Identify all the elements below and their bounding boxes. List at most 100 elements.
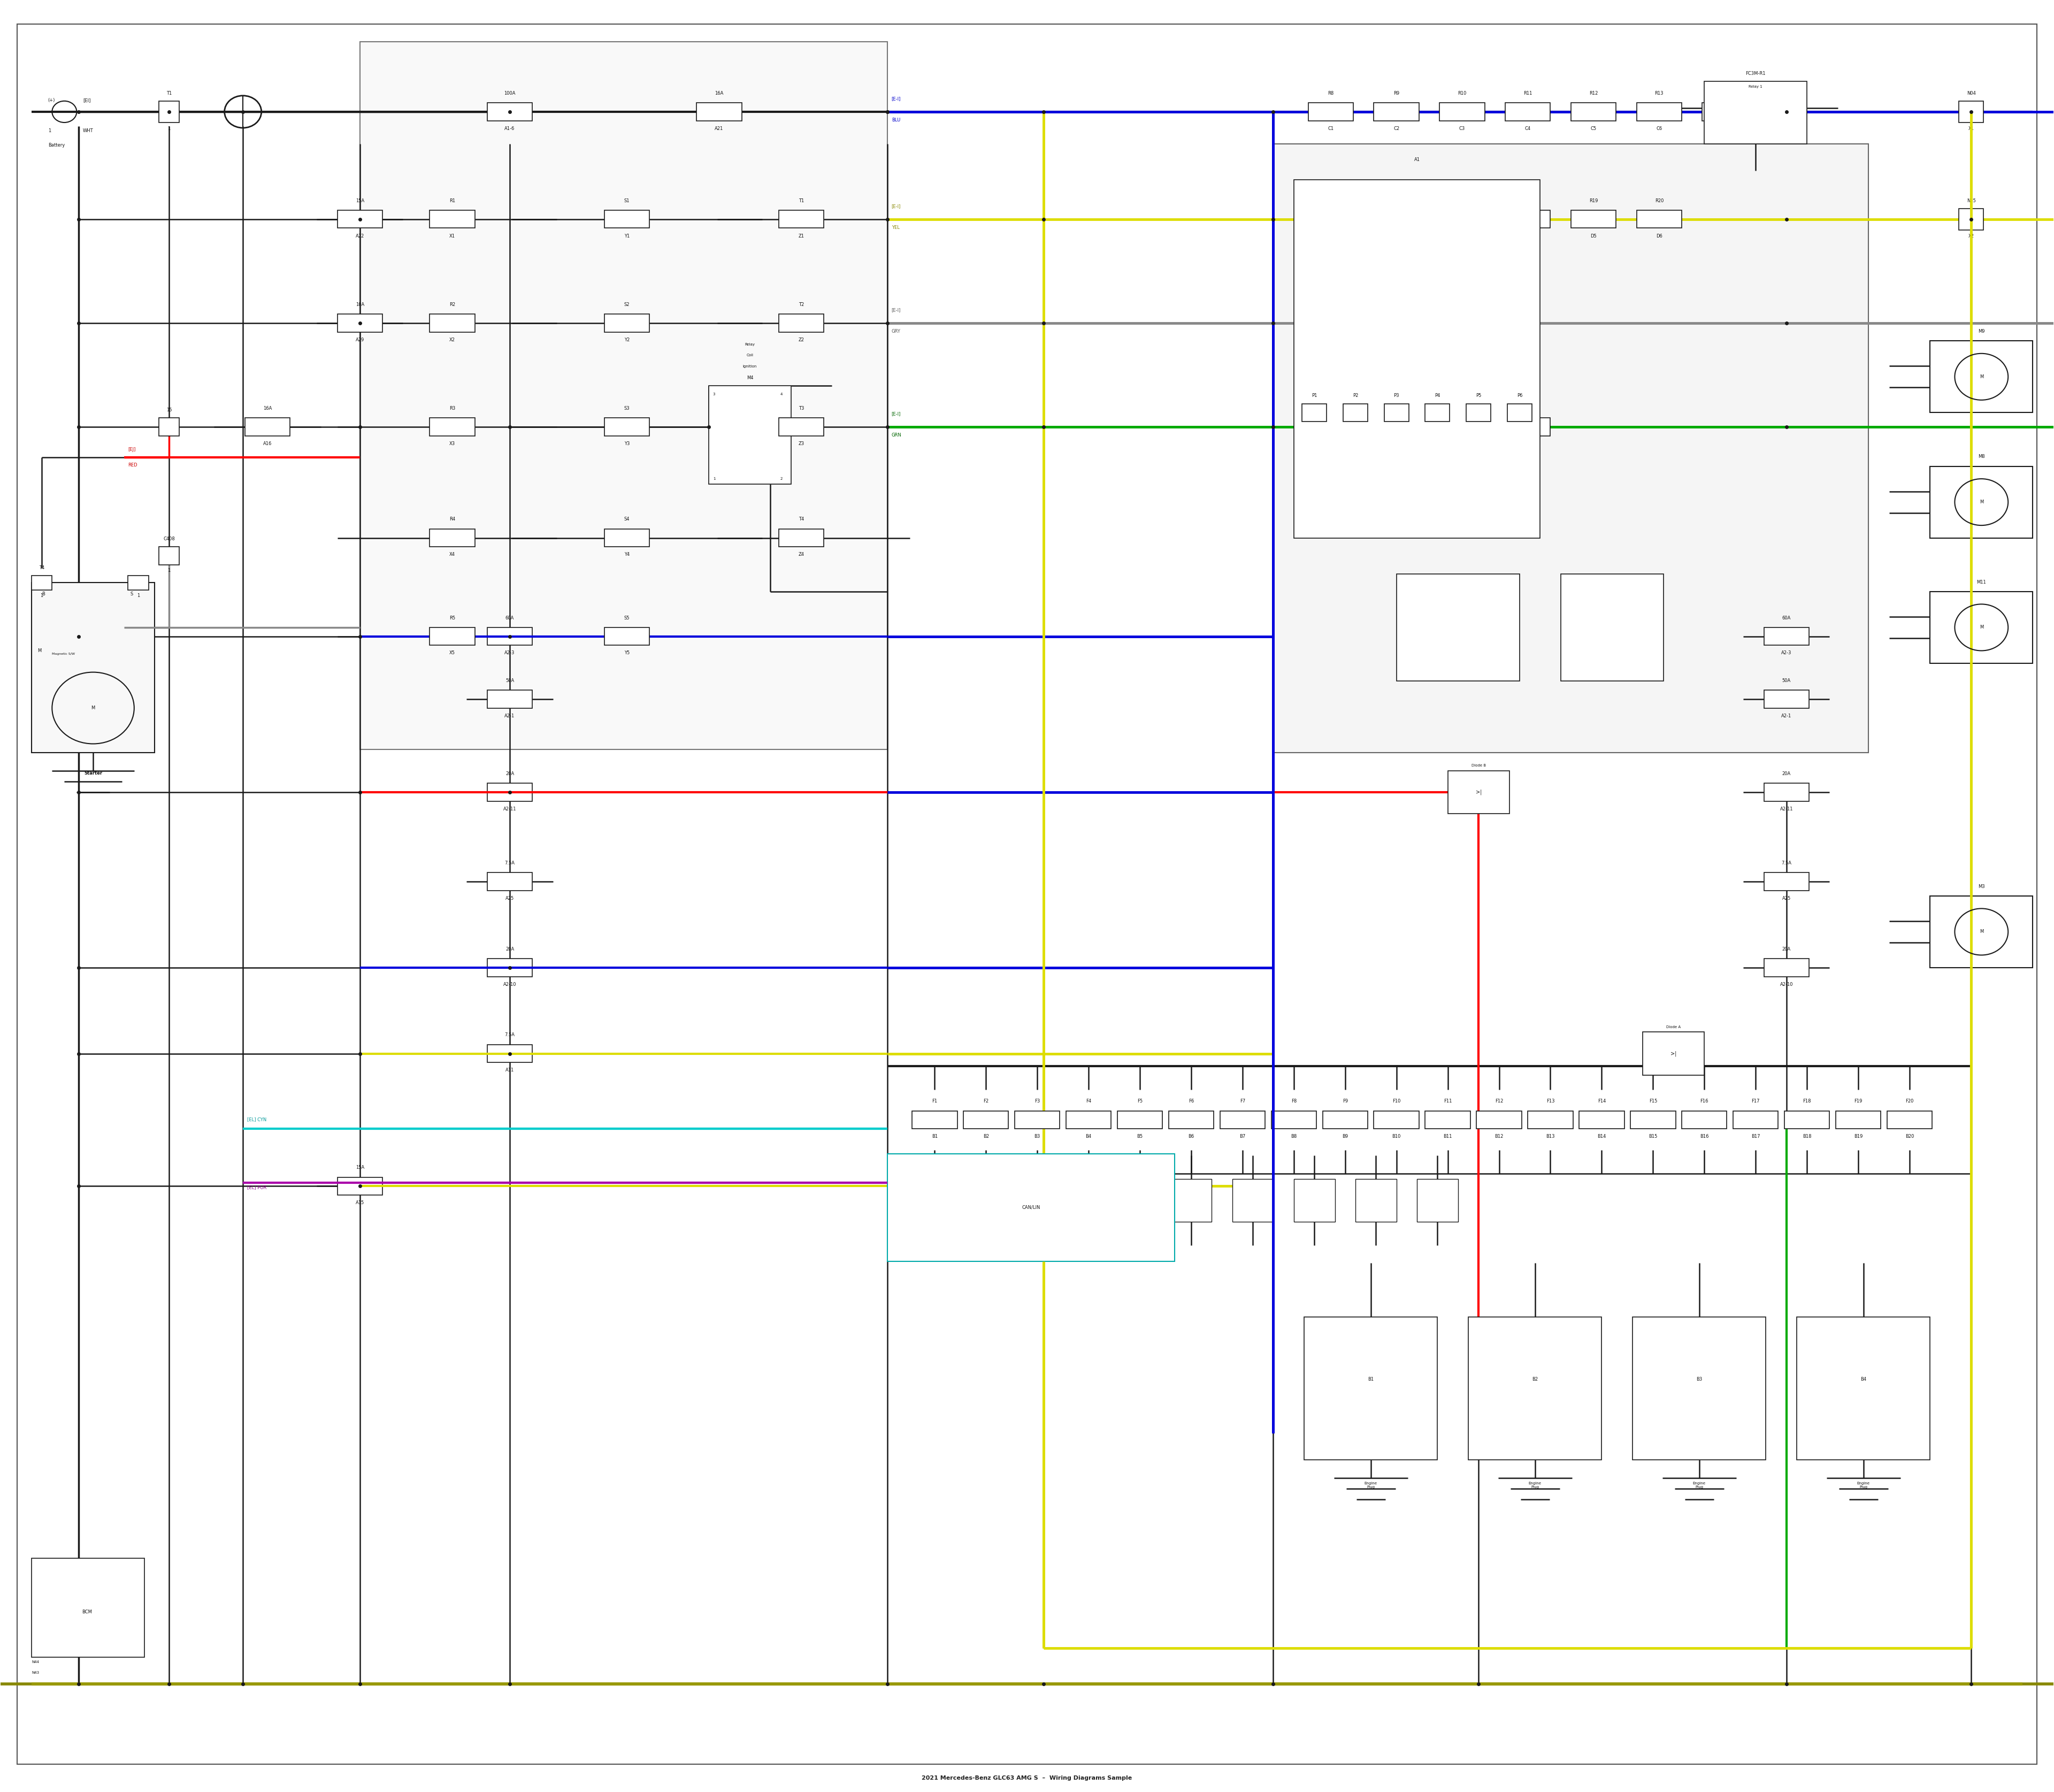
Bar (1374, 102, 1419, 120)
Bar (1469, 1317, 1602, 1460)
Text: 1: 1 (47, 129, 51, 133)
Bar (696, 102, 741, 120)
Text: F14: F14 (1598, 1098, 1606, 1104)
Bar (1323, 1111, 1368, 1129)
Bar (429, 210, 474, 228)
Text: T3: T3 (799, 407, 803, 410)
Text: Engine
Plug: Engine Plug (1528, 1482, 1540, 1489)
Text: 15A: 15A (355, 1165, 364, 1170)
Bar (1764, 627, 1810, 645)
Text: R21: R21 (1327, 303, 1335, 306)
Text: X1: X1 (1968, 125, 1974, 131)
Text: C4: C4 (1524, 125, 1530, 131)
Text: A11: A11 (505, 1068, 514, 1073)
Text: [EL] CYN: [EL] CYN (246, 1116, 267, 1122)
Text: M: M (1980, 930, 1984, 934)
Text: F9: F9 (1343, 1098, 1347, 1104)
Text: F8: F8 (1292, 1098, 1296, 1104)
Text: GRN: GRN (891, 434, 902, 437)
Text: 7.5A: 7.5A (505, 860, 516, 866)
Bar (1343, 403, 1368, 421)
Text: 10A: 10A (355, 303, 364, 306)
Text: B6: B6 (1187, 1134, 1193, 1140)
Text: T1: T1 (799, 199, 803, 202)
Text: [E-I]: [E-I] (891, 97, 902, 100)
Bar (1637, 102, 1682, 120)
Text: F12: F12 (1495, 1098, 1504, 1104)
Text: A22: A22 (355, 233, 364, 238)
Bar (1015, 1111, 1060, 1129)
Text: A25: A25 (505, 896, 514, 901)
Bar (1764, 873, 1810, 891)
Text: Magnetic S/W: Magnetic S/W (51, 652, 76, 656)
Text: GRY: GRY (891, 330, 900, 333)
Text: [E-I]: [E-I] (891, 412, 902, 416)
Text: X2: X2 (1968, 233, 1974, 238)
Bar (778, 418, 824, 435)
Bar (1571, 102, 1616, 120)
Bar (1705, 81, 1808, 143)
Text: F4: F4 (1526, 441, 1530, 446)
Bar (1356, 1179, 1397, 1222)
Bar (1888, 1111, 1933, 1129)
Bar (1440, 102, 1485, 120)
Text: [E-I]: [E-I] (891, 204, 902, 208)
Bar (429, 314, 474, 332)
Text: B17: B17 (1752, 1134, 1760, 1140)
Text: B1: B1 (933, 1134, 937, 1140)
Bar (1384, 403, 1409, 421)
Text: E2: E2 (1395, 337, 1399, 342)
Text: T1: T1 (166, 91, 173, 95)
Text: R8: R8 (1327, 91, 1333, 95)
Text: Engine
Plug: Engine Plug (1857, 1482, 1869, 1489)
Bar (1960, 208, 1984, 229)
Text: R26: R26 (1524, 407, 1532, 410)
Bar (487, 1045, 532, 1063)
Bar (1308, 210, 1354, 228)
Text: B5: B5 (1138, 1134, 1142, 1140)
Text: S3: S3 (624, 407, 631, 410)
Bar (1308, 102, 1354, 120)
Text: Relay 1: Relay 1 (1748, 86, 1762, 88)
Text: WHT: WHT (82, 129, 92, 133)
Text: A16: A16 (263, 441, 271, 446)
Text: 7.5A: 7.5A (1781, 860, 1791, 866)
Text: S: S (129, 591, 134, 597)
Text: Z3: Z3 (799, 441, 805, 446)
Text: M8: M8 (1978, 455, 1984, 459)
Text: D3: D3 (1458, 233, 1465, 238)
Text: 1: 1 (41, 593, 43, 599)
Bar (487, 783, 532, 801)
Text: Engine
Plug: Engine Plug (1364, 1482, 1378, 1489)
Text: P5: P5 (1475, 394, 1481, 398)
Bar (1425, 1111, 1471, 1129)
Text: 2: 2 (781, 477, 783, 480)
Text: 60A: 60A (505, 615, 514, 620)
Bar (1374, 314, 1419, 332)
Text: S4: S4 (624, 516, 631, 521)
Text: A1-6: A1-6 (505, 125, 516, 131)
Text: R25: R25 (1458, 407, 1467, 410)
Bar (158, 418, 179, 435)
Text: R18: R18 (1524, 199, 1532, 202)
Bar (1506, 210, 1551, 228)
Bar (1374, 418, 1419, 435)
Text: F18: F18 (1803, 1098, 1812, 1104)
Text: [EL] PUR: [EL] PUR (246, 1185, 267, 1190)
Text: F2: F2 (984, 1098, 988, 1104)
Text: B13: B13 (1547, 1134, 1555, 1140)
Bar (1734, 1111, 1779, 1129)
Text: B: B (41, 591, 45, 597)
Bar (604, 418, 649, 435)
Text: F17: F17 (1752, 1098, 1760, 1104)
Bar (1308, 418, 1354, 435)
Text: 20A: 20A (505, 946, 514, 952)
Text: B8: B8 (1290, 1134, 1296, 1140)
Text: N43: N43 (31, 1672, 39, 1674)
Bar (1302, 403, 1327, 421)
Text: P6: P6 (1516, 394, 1522, 398)
Text: S1: S1 (624, 199, 631, 202)
Text: Z4: Z4 (799, 552, 805, 557)
Text: R3: R3 (450, 407, 456, 410)
Text: Engine
Plug: Engine Plug (1692, 1482, 1705, 1489)
